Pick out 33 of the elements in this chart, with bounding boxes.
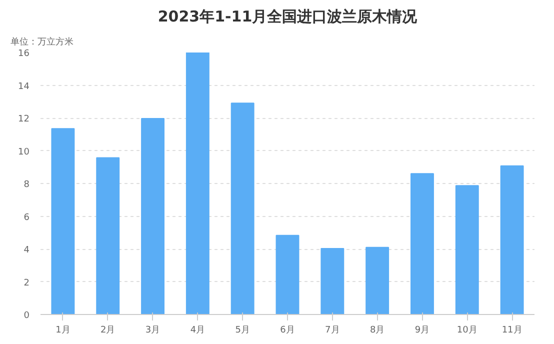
bar	[455, 185, 479, 314]
y-tick-label: 4	[24, 246, 30, 256]
bar	[500, 165, 524, 314]
y-tick-label: 16	[18, 49, 30, 59]
x-tick-label: 7月	[325, 326, 340, 336]
bar	[410, 173, 434, 314]
bar	[96, 157, 120, 314]
chart-title: 2023年1-11月全国进口波兰原木情况	[158, 8, 418, 26]
bar	[51, 128, 75, 314]
bar	[366, 246, 390, 314]
x-tick-label: 1月	[56, 326, 70, 336]
bar	[186, 52, 210, 314]
y-tick-label: 0	[24, 311, 30, 321]
bar	[276, 234, 300, 314]
y-tick-label: 12	[18, 114, 30, 124]
x-tick-label: 9月	[414, 326, 430, 336]
x-tick-label: 8月	[370, 326, 385, 336]
x-tick-label: 11月	[502, 326, 522, 336]
bar	[141, 118, 164, 314]
bar	[320, 248, 344, 314]
y-tick-label: 2	[24, 278, 30, 288]
y-tick-label: 6	[24, 212, 30, 223]
y-tick-label: 14	[18, 82, 30, 92]
x-tick-label: 6月	[280, 326, 295, 336]
bar	[230, 102, 254, 314]
x-tick-label: 3月	[145, 326, 160, 336]
x-tick-label: 5月	[235, 326, 250, 336]
y-tick-label: 10	[18, 147, 30, 158]
chart-subtitle: 单位：万立方米	[10, 36, 74, 48]
x-tick-label: 10月	[456, 326, 478, 336]
x-tick-label: 2月	[100, 326, 116, 336]
y-tick-label: 8	[24, 180, 30, 190]
x-tick-label: 4月	[190, 326, 206, 336]
